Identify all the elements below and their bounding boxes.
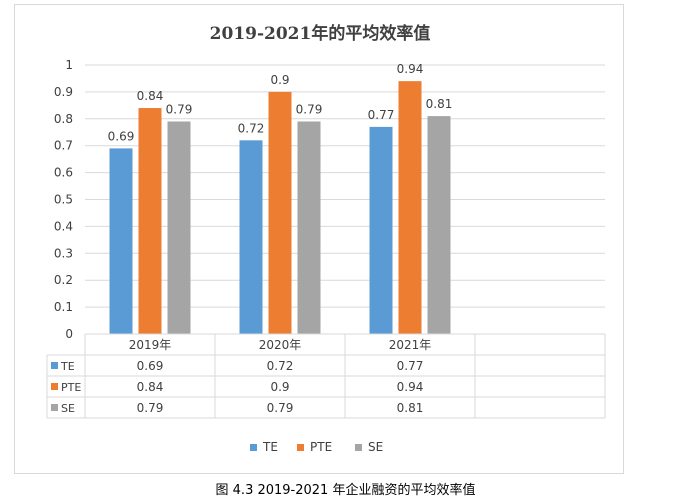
y-tick-label: 1 xyxy=(65,58,73,72)
chart-title: 2019-2021年的平均效率值 xyxy=(210,23,431,44)
table-cell: 0.81 xyxy=(397,401,424,415)
legend-key-pte xyxy=(51,383,58,390)
data-label: 0.94 xyxy=(397,62,424,76)
legend-swatch-se xyxy=(355,444,362,451)
figure-caption: 图 4.3 2019-2021 年企业融资的平均效率值 xyxy=(215,483,476,498)
series-name: PTE xyxy=(61,381,81,394)
series-name: SE xyxy=(61,402,75,415)
y-tick-label: 0.8 xyxy=(54,112,73,126)
table-cell: 0.77 xyxy=(397,359,424,373)
data-labels: 0.690.840.790.720.90.79 0.770.940.81 xyxy=(108,62,453,143)
table-cell: 0.69 xyxy=(137,359,164,373)
bar-se xyxy=(297,121,321,335)
chart: 2019-2021年的平均效率值 0.690.840.790.720.90.79… xyxy=(46,23,606,454)
table-cell: 0.94 xyxy=(397,380,424,394)
bar-se xyxy=(167,121,191,335)
data-table: 2019年 2020年 2021年 TE 0.69 0.72 0.77 PTE 0.84 0.9 0… xyxy=(46,333,606,419)
y-tick-label: 0.5 xyxy=(54,193,73,207)
gridlines xyxy=(85,64,605,335)
y-tick-label: 0.4 xyxy=(54,219,73,233)
y-tick-label: 0.2 xyxy=(54,273,73,287)
bars xyxy=(109,81,451,335)
legend-key-se xyxy=(51,404,58,411)
category-label: 2020年 xyxy=(259,338,302,352)
legend-key-te xyxy=(51,362,58,369)
table-cell: 0.72 xyxy=(267,359,294,373)
data-label: 0.72 xyxy=(238,121,265,135)
y-tick-label: 0.1 xyxy=(54,300,73,314)
data-label: 0.79 xyxy=(296,102,323,116)
bar-te xyxy=(109,148,133,334)
bar-pte xyxy=(398,81,422,334)
data-label: 0.81 xyxy=(426,97,453,111)
series-name: TE xyxy=(60,360,75,373)
chart-frame: 2019-2021年的平均效率值 0.69 0.84 0.79 0.72 0.9 0.79… xyxy=(14,4,624,474)
bar-te xyxy=(369,126,393,335)
bar-pte xyxy=(268,91,292,335)
y-tick-label: 0.3 xyxy=(54,246,73,260)
bar-te xyxy=(239,140,263,334)
data-label: 0.84 xyxy=(137,89,164,103)
legend: TE PTE SE xyxy=(250,440,383,454)
legend-label: TE xyxy=(262,440,278,454)
legend-swatch-pte xyxy=(297,444,304,451)
table-cell: 0.84 xyxy=(137,380,164,394)
legend-label: PTE xyxy=(310,440,332,454)
bar-pte xyxy=(138,108,162,334)
y-tick-label: 0.6 xyxy=(54,166,73,180)
bar-se xyxy=(427,116,451,334)
y-tick-label: 0.9 xyxy=(54,85,73,99)
y-axis: 0 0.1 0.2 0.3 0.4 0.5 0.6 0.7 0.8 0.9 1 xyxy=(54,58,73,341)
legend-label: SE xyxy=(368,440,383,454)
data-label: 0.77 xyxy=(368,108,395,122)
table-cell: 0.79 xyxy=(137,401,164,415)
category-label: 2021年 xyxy=(389,338,432,352)
data-label: 0.9 xyxy=(270,73,289,87)
category-label: 2019年 xyxy=(129,338,172,352)
data-label: 0.79 xyxy=(166,102,193,116)
y-tick-label: 0 xyxy=(65,327,73,341)
table-cell: 0.79 xyxy=(267,401,294,415)
data-label: 0.69 xyxy=(108,129,135,143)
table-cell: 0.9 xyxy=(270,380,289,394)
legend-swatch-te xyxy=(250,444,257,451)
y-tick-label: 0.7 xyxy=(54,139,73,153)
